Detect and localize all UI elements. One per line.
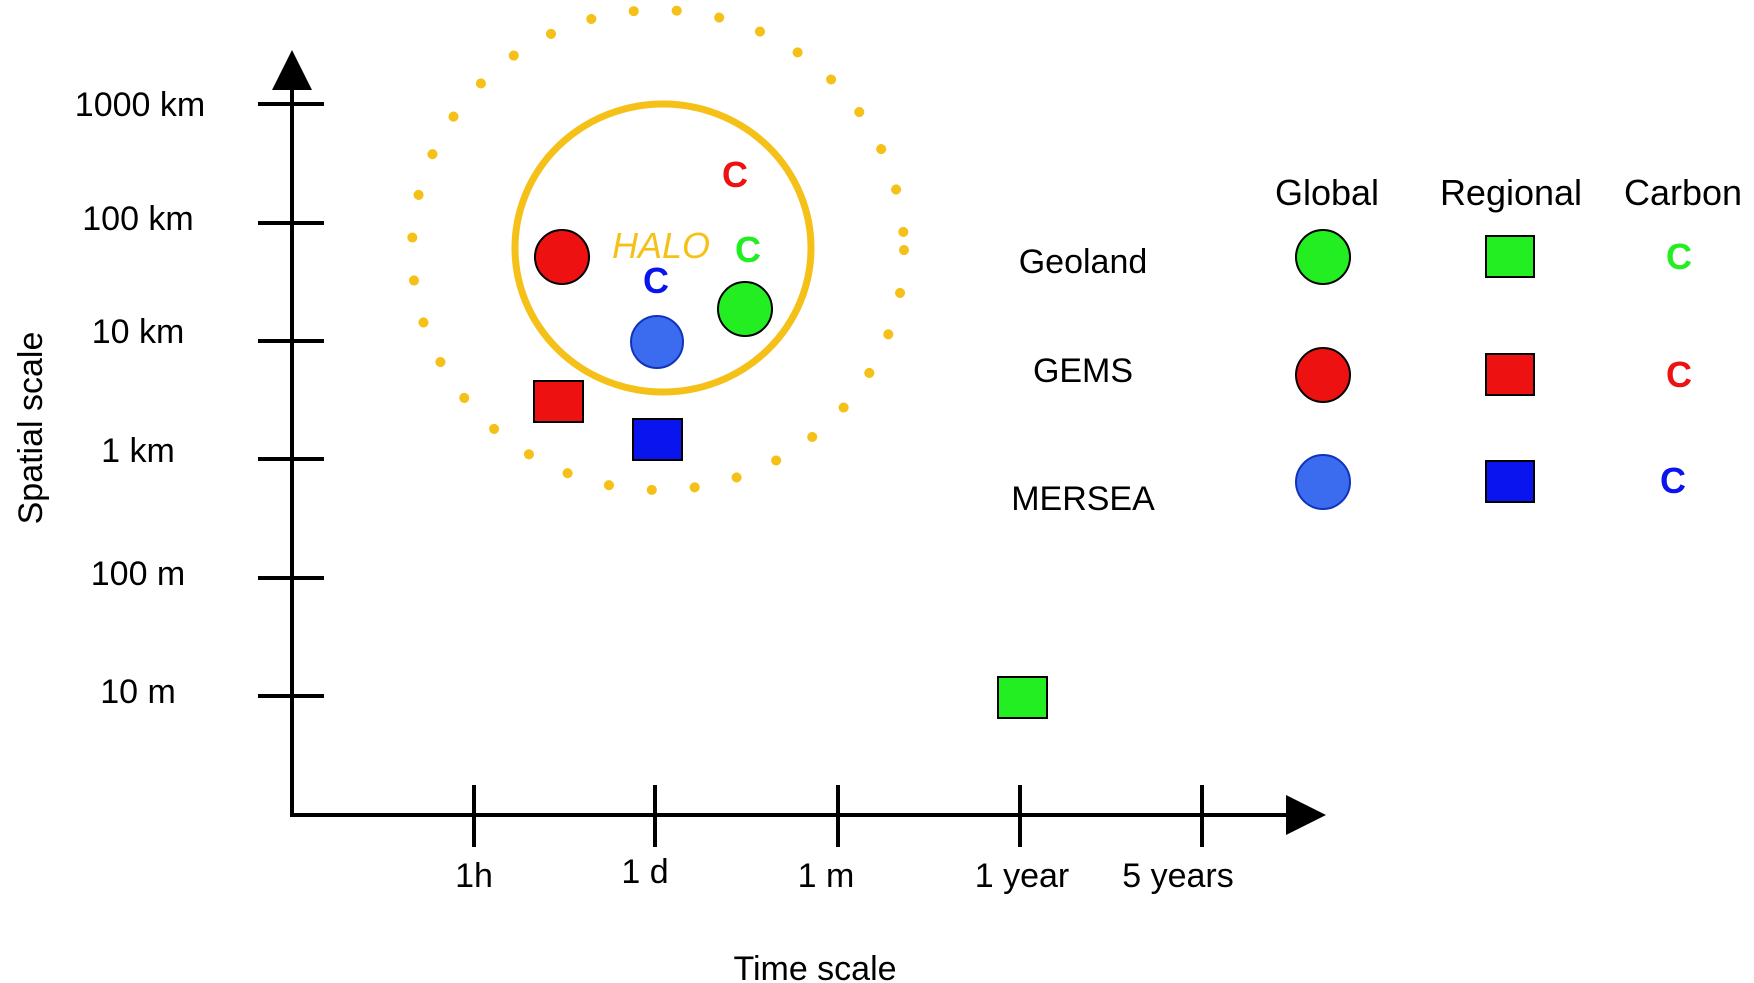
- gems-carbon-marker: C: [722, 154, 748, 195]
- y-tick-label: 10 km: [92, 313, 185, 351]
- x-tick-label: 1 m: [798, 857, 855, 895]
- y-tick-label: 10 m: [100, 673, 176, 711]
- legend-gems-global: [1295, 347, 1351, 403]
- gems-global-marker: [534, 229, 590, 285]
- legend-mersea-carbon: C: [1660, 460, 1686, 501]
- legend-header-regional: Regional: [1440, 172, 1582, 213]
- legend-geoland-regional: [1485, 235, 1535, 278]
- mersea-carbon-marker: C: [643, 260, 669, 301]
- legend-header-global: Global: [1275, 172, 1379, 213]
- halo-circle: [511, 100, 815, 396]
- legend-geoland-carbon: C: [1666, 236, 1692, 277]
- legend-row-gems-label: GEMS: [1033, 352, 1133, 390]
- x-tick-labels: 1h 1 d 1 m 1 year 5 years: [455, 853, 1234, 895]
- y-tick-label: 1 km: [101, 432, 175, 470]
- halo-outer-dotted-ring: [407, 5, 909, 495]
- x-tick-label: 5 years: [1122, 857, 1234, 895]
- plot-markers: C C C: [533, 154, 1048, 719]
- gems-regional-marker: [533, 380, 584, 423]
- y-tick-label: 100 km: [82, 200, 194, 238]
- legend: Global Regional Carbon Geoland C GEMS C …: [1011, 172, 1742, 518]
- geoland-regional-marker: [997, 676, 1048, 719]
- y-tick-label: 1000 km: [75, 86, 205, 124]
- x-tick-label: 1h: [455, 857, 493, 895]
- legend-mersea-global: [1295, 454, 1351, 510]
- legend-header-carbon: Carbon: [1624, 172, 1742, 213]
- legend-gems-carbon: C: [1666, 354, 1692, 395]
- y-tick-labels: 1000 km 100 km 10 km 1 km 100 m 10 m: [75, 86, 205, 711]
- halo-label: HALO: [612, 225, 710, 266]
- mersea-regional-marker: [632, 418, 683, 461]
- legend-row-mersea-label: MERSEA: [1011, 480, 1155, 518]
- axes: [258, 50, 1326, 847]
- geoland-carbon-marker: C: [735, 229, 761, 270]
- y-tick-label: 100 m: [91, 555, 186, 593]
- legend-mersea-regional: [1485, 460, 1535, 503]
- legend-gems-regional: [1485, 353, 1535, 396]
- legend-geoland-global: [1295, 229, 1351, 285]
- x-axis-title: Time scale: [733, 950, 896, 983]
- legend-row-geoland-label: Geoland: [1019, 243, 1148, 281]
- mersea-global-marker: [630, 315, 684, 369]
- x-tick-label: 1 year: [975, 857, 1070, 895]
- geoland-global-marker: [717, 281, 773, 337]
- halo-group: HALO: [407, 5, 909, 495]
- y-axis-title: Spatial scale: [12, 332, 50, 525]
- x-tick-label: 1 d: [621, 853, 668, 891]
